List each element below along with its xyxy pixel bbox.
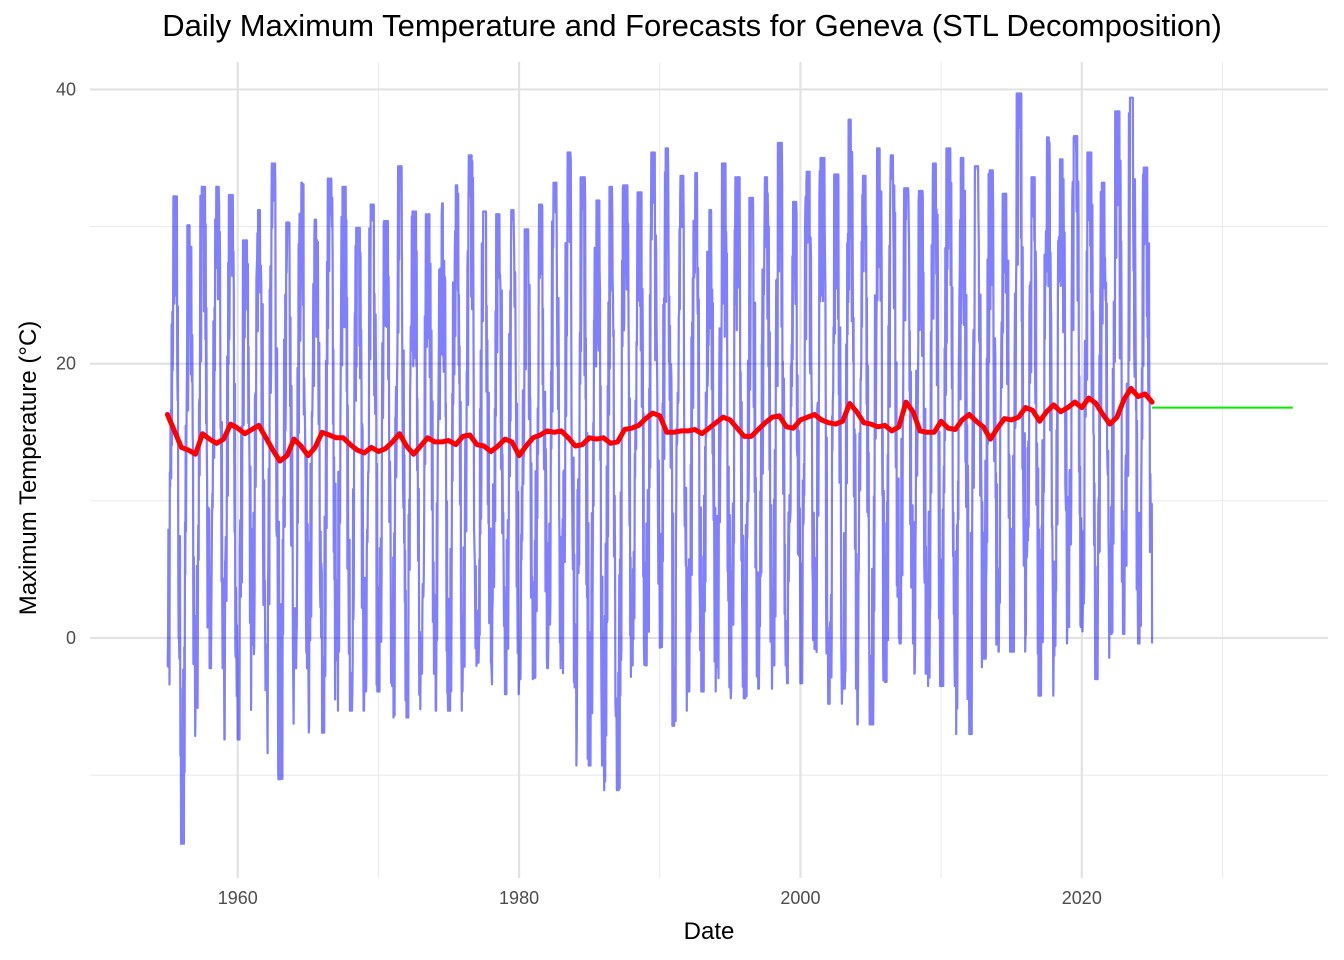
y-tick-label: 0	[66, 628, 76, 648]
chart-title: Daily Maximum Temperature and Forecasts …	[162, 8, 1222, 43]
x-axis-tick-labels: 1960 1980 2000 2020	[218, 888, 1102, 908]
major-gridlines	[90, 62, 1328, 878]
x-tick-label: 1980	[499, 888, 539, 908]
y-tick-label: 20	[56, 354, 76, 374]
y-tick-label: 40	[56, 79, 76, 99]
trend-series-line	[164, 385, 1155, 464]
x-tick-label: 1960	[218, 888, 258, 908]
trend-series	[164, 385, 1155, 464]
x-axis-title: Date	[684, 918, 735, 945]
x-tick-label: 2020	[1062, 888, 1102, 908]
y-axis-title: Maximum Temperature (°C)	[15, 321, 42, 616]
x-tick-label: 2000	[780, 888, 820, 908]
y-axis-tick-labels: 0 20 40	[56, 79, 76, 648]
